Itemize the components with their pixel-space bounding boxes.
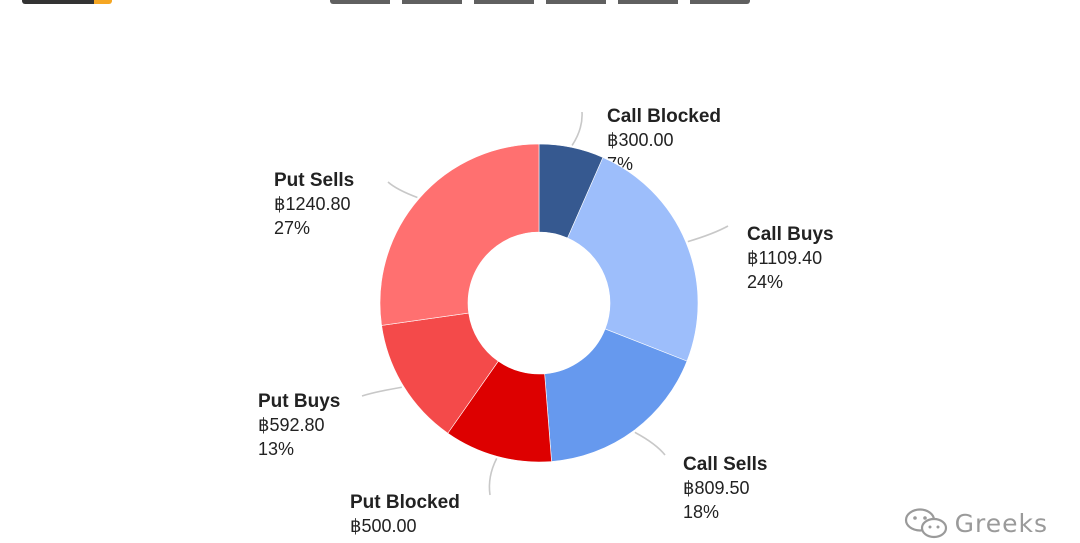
watermark: Greeks [903,507,1048,539]
label-category: Put Buys [258,391,340,412]
label-value: ฿1109.40 [747,248,822,268]
label-value: ฿809.50 [683,478,750,498]
label-category: Put Sells [274,170,354,191]
label-value: ฿592.80 [258,415,325,435]
data-label-put-buys: Put Buys ฿592.80 13% [258,391,340,459]
label-percent: 13% [258,439,294,459]
leader-line [571,111,583,146]
data-label-call-buys: Call Buys ฿1109.40 24% [747,224,834,292]
data-label-put-blocked: Put Blocked ฿500.00 [350,492,460,536]
watermark-text: Greeks [954,508,1048,538]
label-value: ฿1240.80 [274,194,351,214]
label-category: Call Buys [747,224,834,245]
logo-cutoff [22,0,112,4]
label-value: ฿500.00 [350,516,417,536]
leader-line [387,181,418,199]
label-percent: 18% [683,502,719,522]
label-category: Call Sells [683,454,768,475]
leader-line [488,457,498,496]
data-label-call-sells: Call Sells ฿809.50 18% [683,454,768,522]
leader-line [361,386,402,397]
label-category: Put Blocked [350,492,460,513]
data-label-call-blocked: Call Blocked฿300.007% [607,106,721,174]
label-value: ฿300.00 [607,130,674,150]
title-cutoff [330,0,750,4]
wechat-icon [904,508,947,539]
leader-line [634,431,666,456]
data-label-put-sells: Put Sells ฿1240.80 27% [274,170,354,238]
label-category: Call Blocked [607,106,721,127]
label-percent: 24% [747,272,783,292]
label-percent: 27% [274,218,310,238]
donut-hole [468,232,610,374]
leader-line [687,225,729,243]
